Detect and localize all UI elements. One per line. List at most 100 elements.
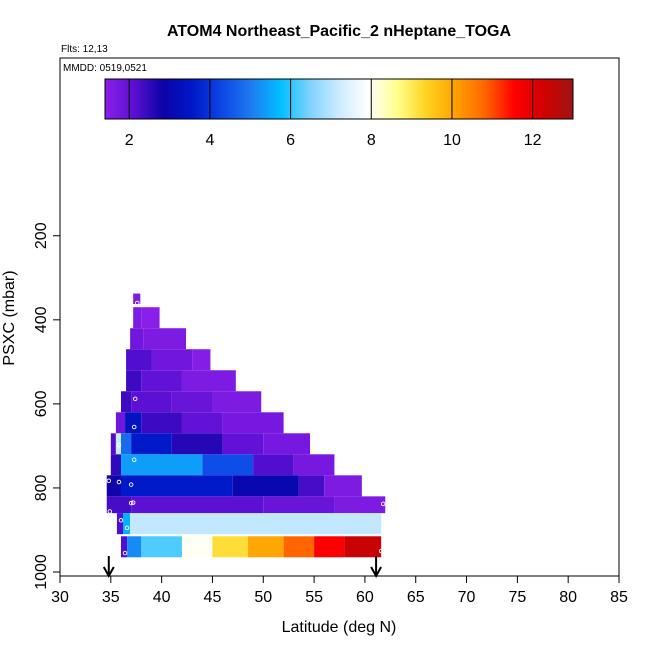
heatmap-cell [181,370,236,392]
heatmap-cell [143,328,187,350]
x-tick-label: 30 [51,589,69,606]
y-tick-label: 1000 [33,554,50,590]
y-axis: 200 400 600 800 1000 [33,222,60,590]
flight-arrows [102,556,382,579]
sample-point [106,478,112,484]
x-tick-label: 65 [407,589,425,606]
colorbar-tick-label: 4 [205,132,214,149]
heatmap-cell [131,391,172,413]
heatmap-cell [171,391,213,413]
heatmap-cell [253,454,294,476]
heatmap-cell [106,475,121,497]
x-tick-label: 45 [204,589,222,606]
heatmap-cell [293,454,335,476]
heatmap-cell [151,349,193,371]
heatmap-cell [334,496,386,514]
heatmap-cell [115,433,121,455]
heatmap-cell [324,475,362,497]
x-tick-label: 50 [254,589,272,606]
heatmap-cell [212,391,262,413]
x-tick-label: 70 [458,589,476,606]
heatmap-cell [126,349,152,371]
heatmap-cell [106,496,132,514]
y-axis-label: PSXC (mbar) [1,270,18,365]
heatmap-cell [120,536,128,558]
sample-point [128,500,134,506]
heatmap-cell [141,370,182,392]
x-tick-label: 75 [508,589,526,606]
heatmap-cell [110,454,121,476]
heatmap-cell [298,475,325,497]
heatmap-cell [344,536,382,558]
heatmap-cell [171,433,223,455]
heatmap-cell [131,496,264,514]
sample-point [131,457,137,463]
x-axis-label: Latitude (deg N) [282,619,397,636]
x-axis: 30 35 40 45 50 55 60 65 70 75 80 85 [51,576,628,606]
heatmap-cell [127,536,142,558]
x-tick-label: 80 [559,589,577,606]
heatmap-cell [141,412,182,434]
sample-point [107,509,113,514]
heatmap-cell [120,391,132,413]
colorbar-ticks: 2 4 6 8 10 12 [125,79,542,149]
colorbar-tick-label: 10 [443,132,461,149]
y-tick-label: 400 [33,306,50,333]
plot-frame [59,57,620,577]
heatmap-cell [202,454,254,476]
flight-arrow-head [102,566,115,579]
heatmap-cell [192,349,211,371]
heatmap-cell [133,293,141,305]
sample-point [132,396,138,402]
colorbar: 2 4 6 8 10 12 [104,78,574,149]
heatmap-cell [130,328,144,350]
sample-point [116,479,122,485]
heatmap-cell [125,412,142,434]
sample-point [134,300,140,306]
heatmap-cell [222,412,284,434]
heatmap-cell [232,475,299,497]
colorbar-tick-label: 12 [524,132,542,149]
heatmap-cell [115,412,126,434]
heatmap-cell [131,433,172,455]
heatmap-cell [110,433,116,455]
chart-title: ATOM4 Northeast_Pacific_2 nHeptane_TOGA [167,23,512,40]
heatmap-cell [181,536,213,558]
y-tick-label: 600 [33,390,50,417]
heatmap-cells [106,293,386,558]
colorbar-tick-label: 6 [286,132,295,149]
sample-point [128,482,134,487]
heatmap-cell [120,433,132,455]
heatmap-cell [248,536,284,558]
sample-point [124,525,130,531]
y-tick-label: 200 [33,222,50,249]
heatmap-cell [141,536,182,558]
heatmap-cell [222,433,264,455]
heatmap-cell [314,536,345,558]
heatmap-cell [263,496,335,514]
heatmap-cell [123,513,131,535]
heatmap-cell [133,307,142,329]
heatmap-cell [283,536,315,558]
x-tick-label: 35 [102,589,120,606]
sample-point [378,548,384,554]
heatmap-cell [120,454,203,476]
sample-point [116,442,122,448]
sample-point [118,518,124,523]
sample-point [131,424,137,430]
colorbar-tick-label: 8 [367,132,376,149]
x-tick-label: 60 [356,589,374,606]
sample-point [380,501,386,507]
heatmap-cell [130,513,382,535]
colorbar-tick-label: 2 [125,132,134,149]
flight-arrow-head [370,566,382,579]
x-tick-label: 55 [305,589,323,606]
flights-label: Flts: 12,13 [61,44,108,55]
heatmap-cell [181,412,223,434]
y-tick-label: 800 [33,474,50,501]
colorbar-fill [104,78,574,120]
sample-point [130,500,136,505]
x-tick-label: 40 [153,589,171,606]
heatmap-cell [120,475,233,497]
